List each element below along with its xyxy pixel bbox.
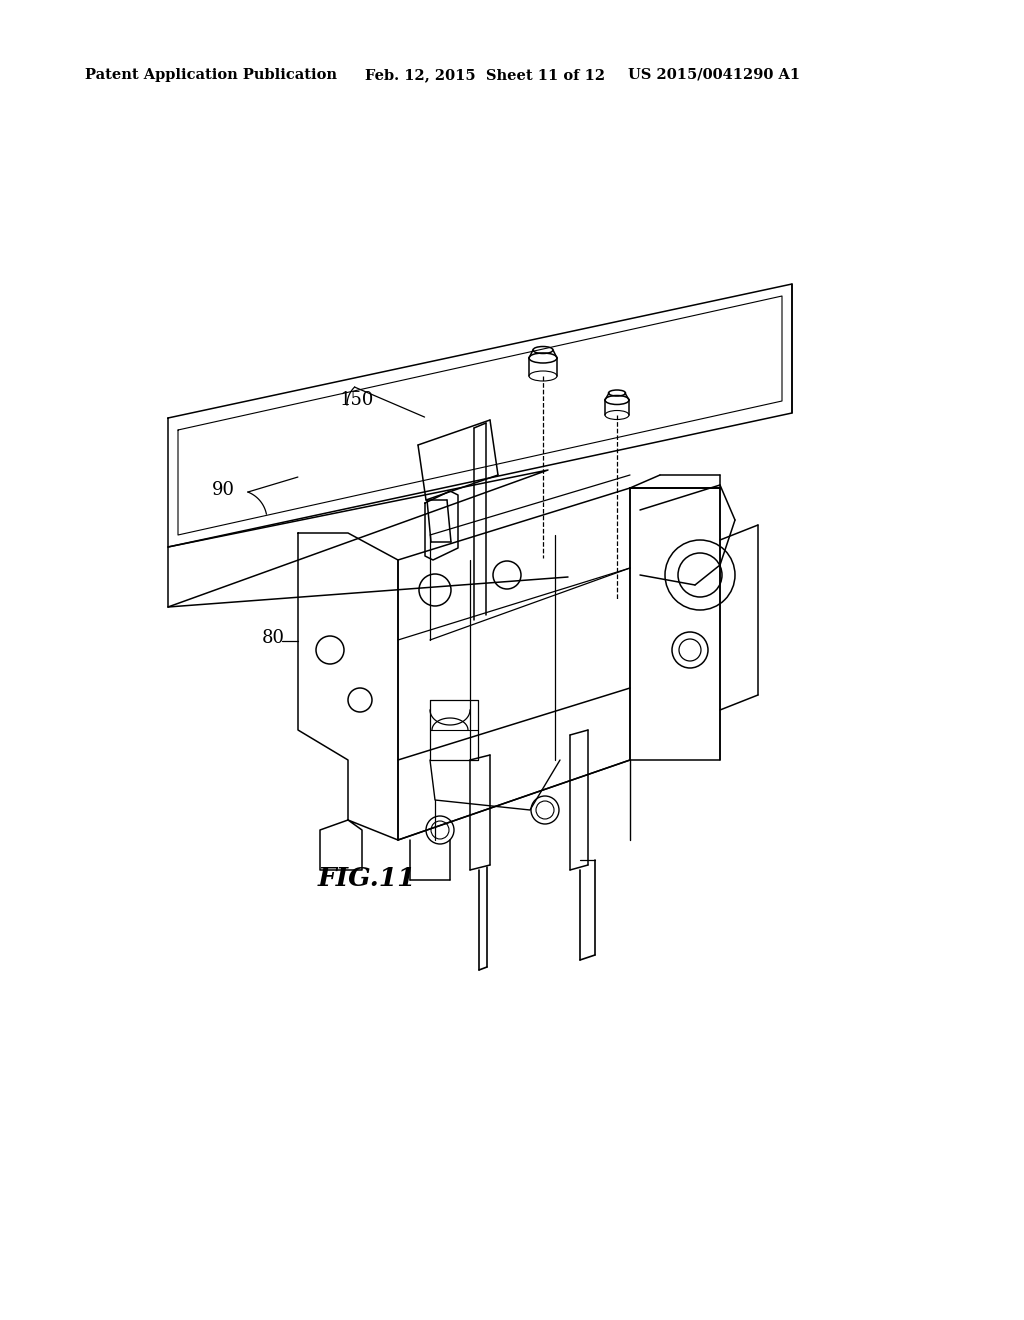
Text: Patent Application Publication: Patent Application Publication [85,69,337,82]
Text: 150: 150 [340,391,375,409]
Text: FIG.11: FIG.11 [318,866,417,891]
Text: 90: 90 [212,480,234,499]
Text: Feb. 12, 2015  Sheet 11 of 12: Feb. 12, 2015 Sheet 11 of 12 [365,69,605,82]
Text: 80: 80 [262,630,285,647]
Text: US 2015/0041290 A1: US 2015/0041290 A1 [628,69,800,82]
